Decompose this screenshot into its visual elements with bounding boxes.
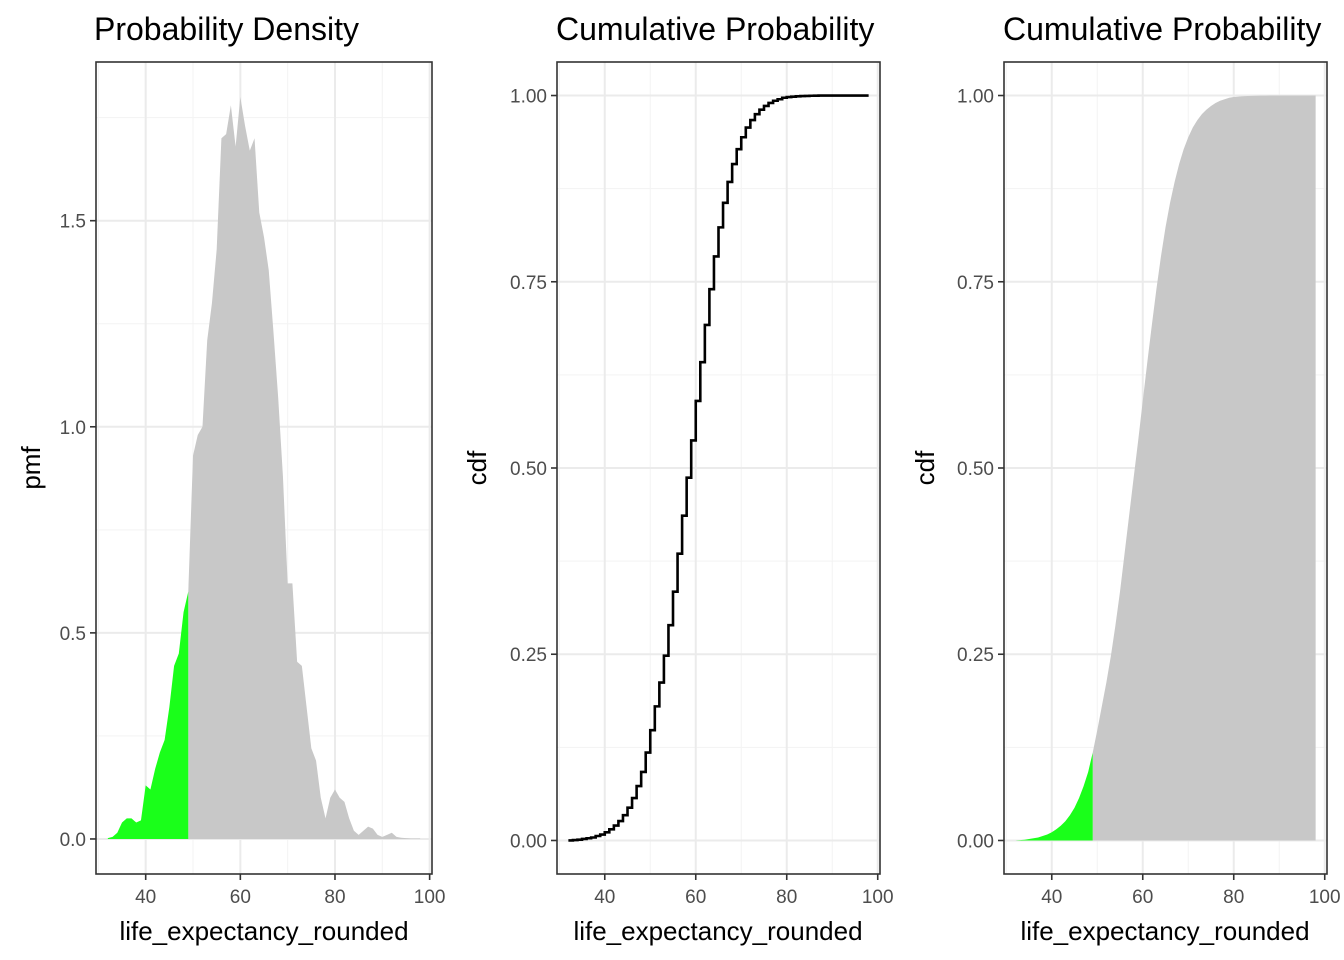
y-tick-label: 0.5: [60, 624, 86, 645]
panel-border: [95, 61, 433, 875]
x-axis-label: life_expectancy_rounded: [573, 916, 862, 946]
chart-title: Cumulative Probability: [556, 11, 874, 47]
area-highlight: [107, 591, 189, 839]
axes-layer: 0.00 0.25 0.50 0.75 1.00 40 60 80 100: [510, 61, 894, 908]
x-tick-label: 80: [776, 887, 797, 908]
y-tick-label: 0.25: [957, 645, 994, 666]
x-tick-label: 60: [685, 887, 706, 908]
y-tick-label: 1.5: [60, 212, 86, 233]
x-tick-label: 80: [324, 887, 345, 908]
y-tick-label: 0.75: [510, 273, 547, 294]
y-tick-label: 0.50: [510, 459, 547, 480]
y-axis-label: cdf: [462, 450, 492, 485]
x-tick-label: 100: [414, 887, 446, 908]
area-highlight: [1015, 752, 1093, 841]
y-tick-label: 0.25: [510, 645, 547, 666]
chart-panel-cdf-line: Cumulative Probability 0.00 0.25 0.50 0.75 1…: [462, 11, 894, 946]
x-tick-label: 80: [1223, 887, 1244, 908]
y-tick-label: 0.0: [60, 830, 86, 851]
y-tick-label: 0.00: [510, 831, 547, 852]
x-axis-label: life_expectancy_rounded: [119, 916, 408, 946]
cdf-step-line: [568, 94, 869, 842]
chart-title: Probability Density: [94, 11, 359, 47]
marks-layer: [1015, 95, 1316, 841]
axes-layer: 0.00 0.25 0.50 0.75 1.00 40 60 80 100: [957, 61, 1341, 908]
y-axis-label: pmf: [16, 446, 46, 490]
y-tick-label: 1.00: [510, 87, 547, 108]
y-tick-label: 1.0: [60, 418, 86, 439]
y-axis-label: cdf: [910, 450, 940, 485]
x-tick-label: 40: [1041, 887, 1062, 908]
grid-layer: [557, 62, 880, 874]
y-tick-label: 0.75: [957, 273, 994, 294]
area-remainder: [188, 97, 421, 839]
y-tick-label: 0.50: [957, 459, 994, 480]
x-axis-label: life_expectancy_rounded: [1020, 916, 1309, 946]
marks-layer: [568, 94, 869, 842]
marks-layer: [107, 97, 421, 839]
y-tick-label: 1.00: [957, 87, 994, 108]
area-remainder: [1092, 95, 1316, 841]
chart-panel-cdf-area: Cumulative Probability 0.00 0.25 0.50 0.75 1…: [910, 11, 1341, 946]
x-tick-label: 100: [1309, 887, 1341, 908]
x-tick-label: 100: [862, 887, 894, 908]
chart-title: Cumulative Probability: [1003, 11, 1321, 47]
chart-panel-density: Probability Density 0.0 0.5 1.0 1.5 40 60 80 10…: [16, 11, 445, 946]
axes-layer: 0.0 0.5 1.0 1.5 40 60 80 100: [60, 61, 446, 908]
x-tick-label: 60: [1132, 887, 1153, 908]
y-tick-label: 0.00: [957, 831, 994, 852]
x-tick-label: 60: [230, 887, 251, 908]
x-tick-label: 40: [135, 887, 156, 908]
x-tick-label: 40: [594, 887, 615, 908]
